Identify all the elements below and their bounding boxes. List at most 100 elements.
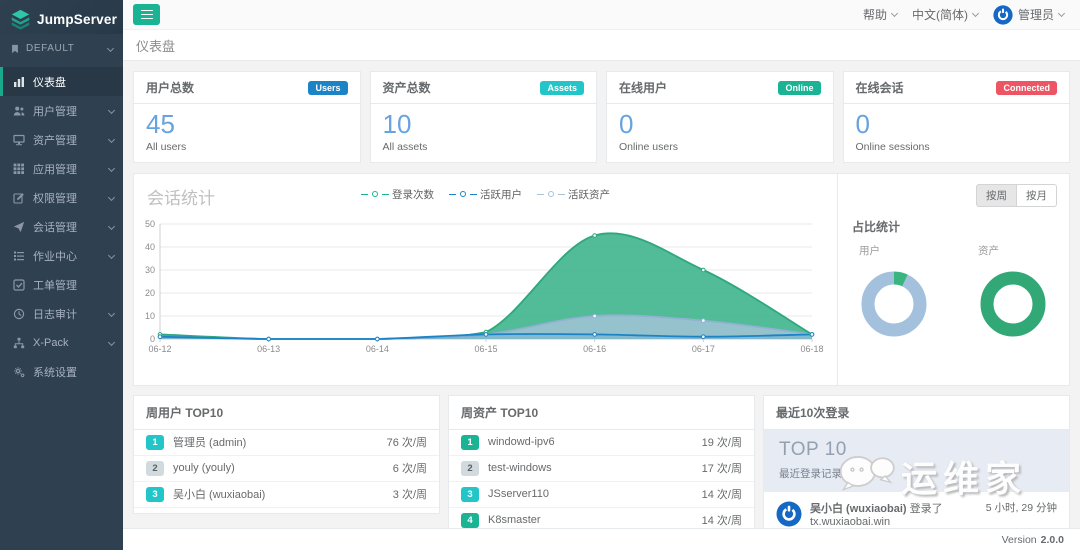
language-menu[interactable]: 中文(简体) [912, 6, 980, 23]
logo-text: JumpServer [37, 12, 118, 27]
chevron-down-icon [107, 106, 116, 115]
chevron-down-icon [107, 338, 116, 347]
legend-item[interactable]: 活跃资产 [537, 187, 610, 202]
sidebar-item-logs[interactable]: 日志审计 [0, 299, 123, 328]
chevron-down-icon [107, 193, 116, 202]
sidebar: JumpServer DEFAULT 仪表盘 用户管理 资产管理 [0, 0, 123, 550]
stat-card-online-sessions: 在线会话 Connected 0 Online sessions [842, 71, 1070, 163]
sidebar-item-label: 作业中心 [33, 250, 77, 263]
top-users-panel: 周用户 TOP10 1 管理员 (admin) 76 次/周 2 youly (… [133, 394, 440, 514]
status-badge: Connected [996, 80, 1057, 95]
svg-text:06-15: 06-15 [474, 344, 497, 354]
sidebar-item-settings[interactable]: 系统设置 [0, 357, 123, 386]
version-number: 2.0.0 [1040, 533, 1064, 546]
chevron-down-icon [107, 222, 116, 231]
stat-card-assets: 资产总数 Assets 10 All assets [369, 71, 597, 163]
row-name: K8smaster [488, 514, 541, 527]
legend-item[interactable]: 登录次数 [361, 187, 434, 202]
user-menu[interactable]: 管理员 [993, 4, 1066, 25]
stat-card-subtitle: All users [146, 140, 187, 153]
stat-card-subtitle: All assets [382, 140, 428, 153]
stat-card-title: 资产总数 [382, 81, 431, 95]
menu-toggle-button[interactable] [133, 4, 160, 25]
chevron-down-icon [107, 164, 116, 173]
sidebar-item-label: 会话管理 [33, 221, 77, 234]
svg-text:06-13: 06-13 [257, 344, 280, 354]
donut-chart: 用户 [859, 243, 929, 339]
legend-item[interactable]: 活跃用户 [449, 187, 522, 202]
donut-chart: 资产 [978, 243, 1048, 339]
session-chart-area: 会话统计 登录次数 活跃用户 活跃资产 0 10 20 30 40 50 06-12 06-13 0… [134, 174, 837, 385]
table-row[interactable]: 2 youly (youly) 6 次/周 [134, 456, 439, 482]
sidebar-item-assets[interactable]: 资产管理 [0, 125, 123, 154]
session-area-chart: 0 10 20 30 40 50 06-12 06-13 06-14 06-15 06-16 06-1… [145, 219, 824, 354]
breadcrumb-bar: 仪表盘 [123, 30, 1080, 61]
row-name: JSserver110 [488, 488, 549, 501]
rank-badge: 3 [146, 486, 164, 502]
user-avatar-icon [993, 4, 1013, 25]
chevron-down-icon [890, 9, 899, 17]
stat-card-online-users: 在线用户 Online 0 Online users [606, 71, 834, 163]
row-value: 19 次/周 [701, 437, 742, 450]
proportion-title: 占比统计 [852, 219, 901, 234]
rank-badge: 4 [461, 512, 479, 528]
sessions-icon [13, 221, 25, 233]
row-name: windowd-ipv6 [488, 436, 555, 449]
table-row[interactable]: 1 管理员 (admin) 76 次/周 [134, 430, 439, 456]
svg-text:50: 50 [145, 219, 155, 229]
sidebar-item-users[interactable]: 用户管理 [0, 96, 123, 125]
jumpserver-logo-icon [10, 9, 31, 30]
svg-text:20: 20 [145, 288, 155, 298]
sidebar-item-label: 权限管理 [33, 192, 77, 205]
chevron-down-icon [107, 251, 116, 260]
stat-card-title: 在线用户 [619, 81, 668, 95]
stat-card-title: 在线会话 [855, 81, 904, 95]
table-row[interactable]: 1 windowd-ipv6 19 次/周 [449, 430, 754, 456]
svg-text:10: 10 [145, 311, 155, 321]
bookmark-icon [10, 44, 20, 54]
by-month-button[interactable]: 按月 [1017, 183, 1057, 207]
top10-label: TOP 10 [779, 438, 847, 460]
page-title: 仪表盘 [136, 38, 176, 54]
top10-sublabel: 最近登录记录 [779, 467, 842, 480]
table-row[interactable]: 3 吴小白 (wuxiaobai) 3 次/周 [134, 482, 439, 508]
range-toggle: 按周 按月 [976, 183, 1057, 207]
footer: Version 2.0.0 [123, 528, 1080, 550]
help-menu[interactable]: 帮助 [863, 6, 899, 23]
org-selector[interactable]: DEFAULT [0, 34, 123, 63]
version-label: Version [1001, 533, 1037, 546]
sidebar-menu: 仪表盘 用户管理 资产管理 应用管理 权限管理 会话管理 [0, 67, 123, 386]
sidebar-item-dashboard[interactable]: 仪表盘 [0, 67, 123, 96]
sidebar-item-perms[interactable]: 权限管理 [0, 183, 123, 212]
chevron-down-icon [971, 9, 980, 17]
sidebar-item-sessions[interactable]: 会话管理 [0, 212, 123, 241]
stat-cards-row: 用户总数 Users 45 All users 资产总数 Assets 10 A… [133, 71, 1070, 163]
rank-badge: 2 [146, 460, 164, 476]
stat-card-users: 用户总数 Users 45 All users [133, 71, 361, 163]
recent-logins-title: 最近10次登录 [764, 396, 1069, 430]
rank-badge: 1 [461, 434, 479, 450]
stat-card-value: 0 [619, 109, 634, 139]
main-area: 帮助 中文(简体) 管理员 仪表盘 用户总数 Users [123, 0, 1080, 550]
sidebar-item-apps[interactable]: 应用管理 [0, 154, 123, 183]
svg-text:06-17: 06-17 [692, 344, 715, 354]
recent-logins-panel: 最近10次登录 TOP 10 最近登录记录 吴小白 (wuxiaobai) 登录… [763, 394, 1070, 550]
row-name: 管理员 (admin) [173, 437, 247, 450]
table-row[interactable]: 2 test-windows 17 次/周 [449, 456, 754, 482]
table-row[interactable]: 3 JSserver110 14 次/周 [449, 482, 754, 508]
stat-card-value: 10 [382, 109, 412, 139]
sidebar-item-tickets[interactable]: 工单管理 [0, 270, 123, 299]
sidebar-item-jobs[interactable]: 作业中心 [0, 241, 123, 270]
row-value: 76 次/周 [386, 437, 427, 450]
rank-badge: 2 [461, 460, 479, 476]
logo[interactable]: JumpServer [0, 0, 123, 34]
sidebar-item-xpack[interactable]: X-Pack [0, 328, 123, 357]
org-label: DEFAULT [26, 43, 75, 54]
svg-text:40: 40 [145, 242, 155, 252]
rank-badge: 1 [146, 434, 164, 450]
status-badge: Online [778, 80, 821, 95]
sidebar-item-label: 应用管理 [33, 163, 77, 176]
by-week-button[interactable]: 按周 [976, 183, 1017, 207]
row-name: 吴小白 (wuxiaobai) [173, 489, 266, 502]
